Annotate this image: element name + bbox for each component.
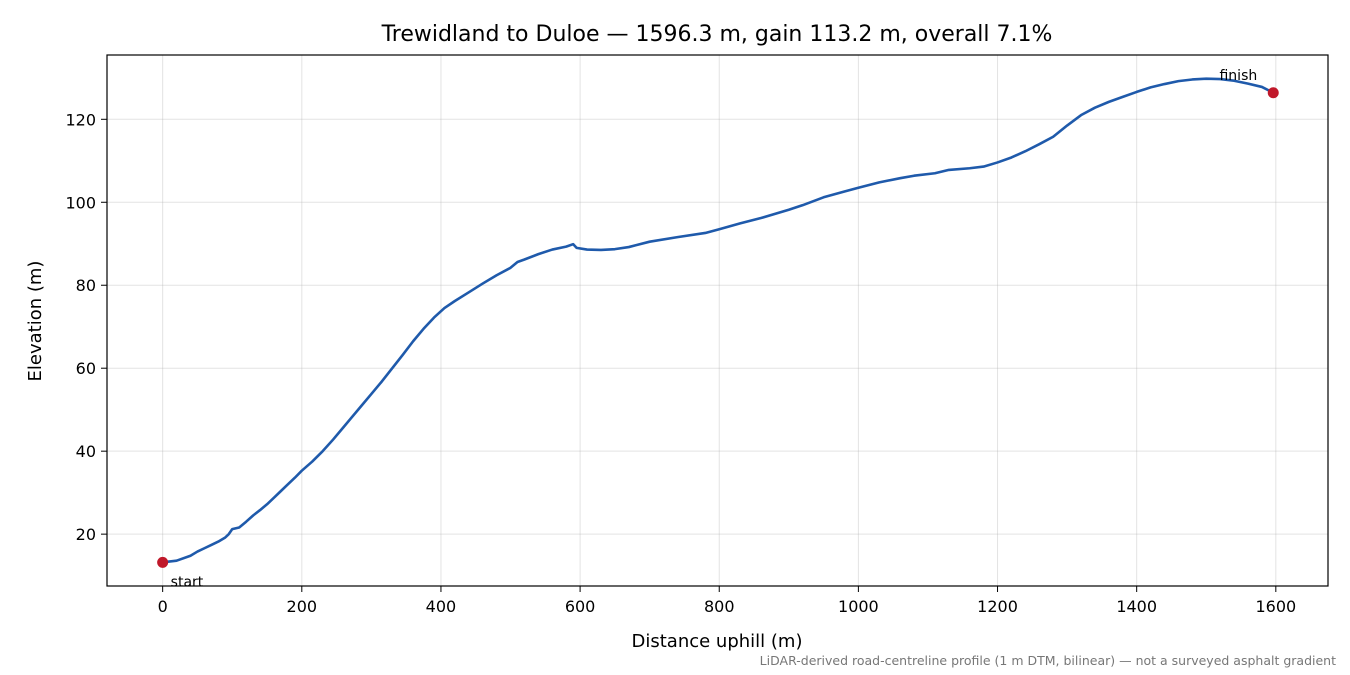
- x-tick-label: 1600: [1255, 597, 1296, 616]
- y-axis-ticks: 20 40 60 80 100 120: [65, 110, 107, 544]
- y-tick-label: 120: [65, 110, 96, 129]
- x-tick-label: 0: [158, 597, 168, 616]
- elevation-series-line: [161, 77, 1275, 564]
- y-axis-label: Elevation (m): [25, 261, 46, 382]
- finish-label: finish: [1219, 68, 1257, 84]
- y-tick-label: 80: [76, 276, 96, 295]
- start-marker: [157, 556, 169, 568]
- grid-lines: [107, 55, 1328, 586]
- x-tick-label: 1200: [977, 597, 1018, 616]
- y-tick-label: 100: [65, 193, 96, 212]
- endpoint-markers: start finish: [157, 68, 1279, 590]
- y-tick-label: 20: [76, 525, 96, 544]
- y-tick-label: 60: [76, 359, 96, 378]
- x-tick-label: 200: [287, 597, 318, 616]
- start-label: start: [171, 574, 204, 590]
- x-tick-label: 1000: [838, 597, 879, 616]
- x-axis-ticks: 0 200 400 600 800 1000 1200 1400 1600: [158, 586, 1296, 616]
- x-tick-label: 400: [426, 597, 457, 616]
- x-tick-label: 800: [704, 597, 735, 616]
- x-tick-label: 600: [565, 597, 596, 616]
- plot-area-frame: [106, 54, 1329, 587]
- x-tick-label: 1400: [1116, 597, 1157, 616]
- x-axis-label: Distance uphill (m): [632, 631, 803, 652]
- y-tick-label: 40: [76, 442, 96, 461]
- chart-title: Trewidland to Duloe — 1596.3 m, gain 113…: [381, 22, 1053, 47]
- finish-marker: [1267, 87, 1279, 99]
- footnote: LiDAR-derived road-centreline profile (1…: [760, 653, 1336, 668]
